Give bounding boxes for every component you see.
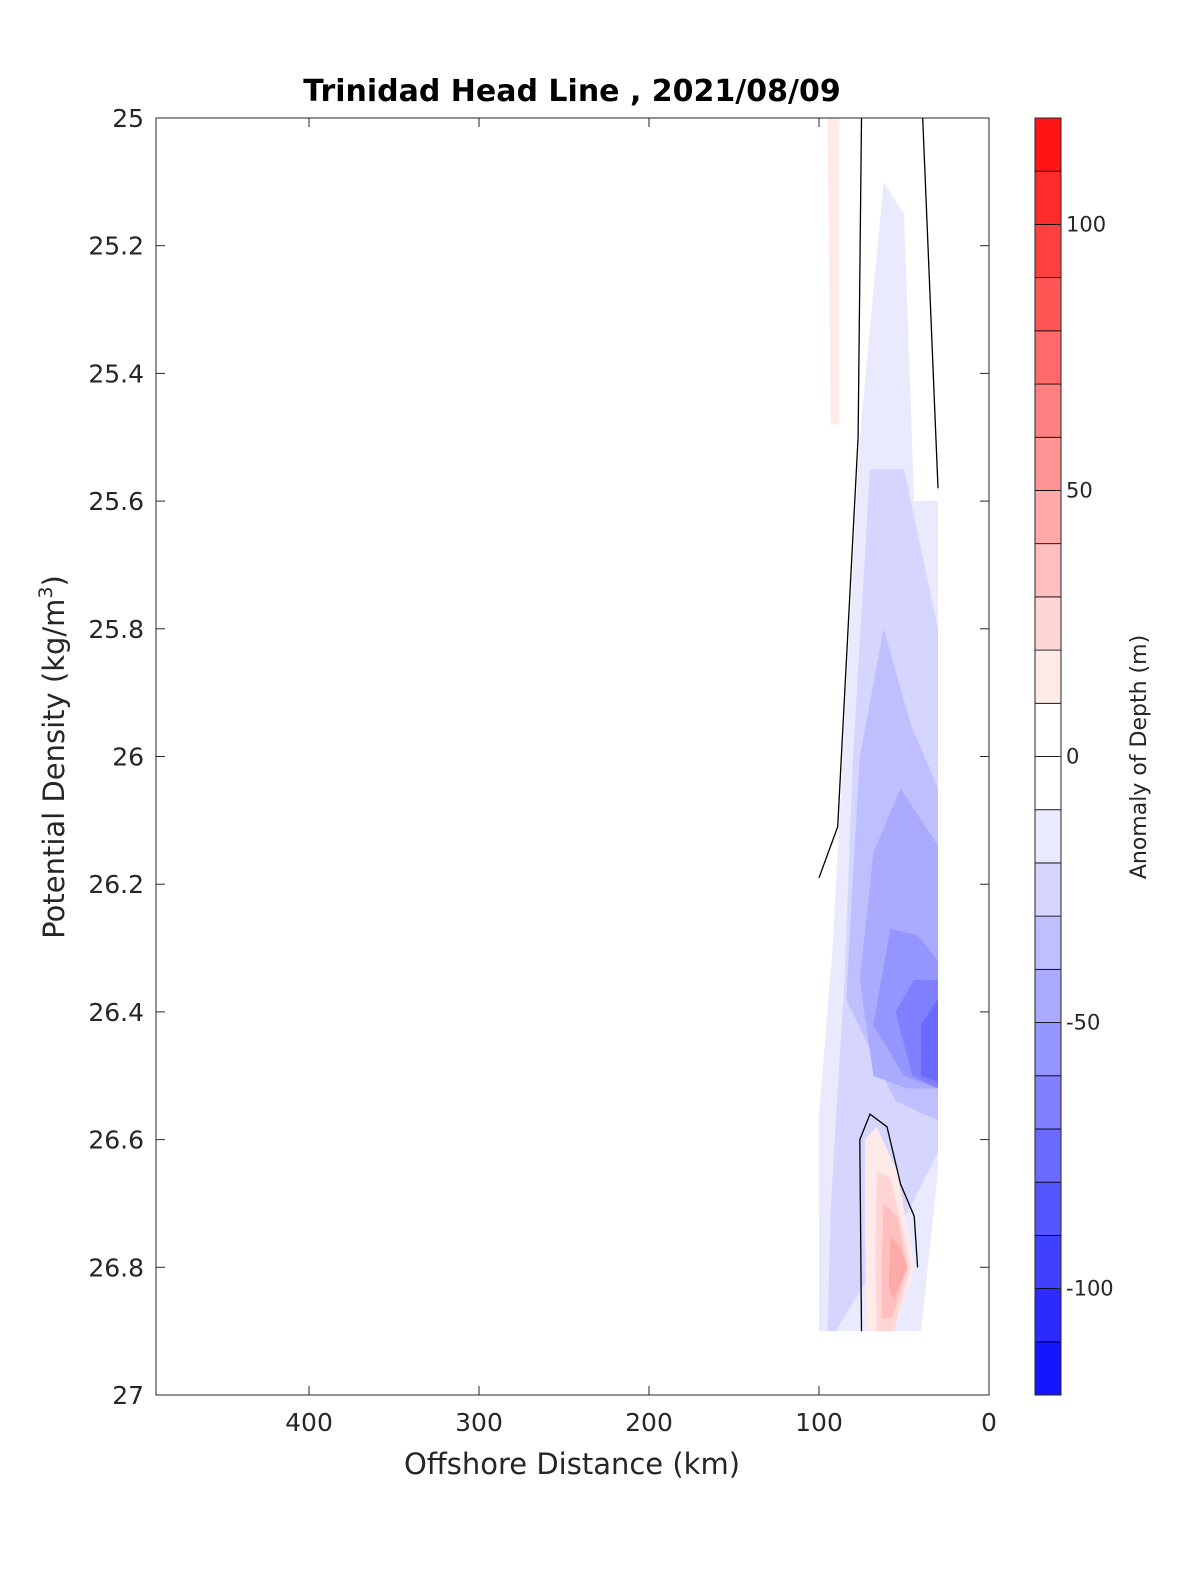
y-tick-label-25.8: 25.8 <box>88 615 144 644</box>
y-tick-label-25: 25 <box>112 104 144 133</box>
colorbar-segment-m90 <box>1034 1181 1062 1236</box>
colorbar-segment-m110 <box>1034 1288 1062 1343</box>
colorbar-segment-m50 <box>1034 968 1062 1023</box>
chart-title: Trinidad Head Line , 2021/08/09 <box>303 74 840 109</box>
colorbar-label: Anomaly of Depth (m) <box>1127 635 1152 879</box>
x-axis: 400 300 200 100 0 <box>285 118 997 1437</box>
x-tick-label-0: 0 <box>981 1408 997 1437</box>
zero-contour-lines <box>818 117 939 1332</box>
colorbar-segment-m20 <box>1034 809 1062 864</box>
colorbar-segment-m100 <box>1034 1234 1062 1289</box>
contour-fill-pos10-0 <box>827 118 840 425</box>
colorbar-segment-50 <box>1034 436 1062 491</box>
colorbar-segment-m80 <box>1034 1128 1062 1183</box>
colorbar-tick-label--100: -100 <box>1066 1277 1114 1301</box>
x-tick-label-400: 400 <box>285 1408 333 1437</box>
colorbar-tick-label--50: -50 <box>1066 1011 1100 1035</box>
y-tick-label-25.4: 25.4 <box>88 359 144 388</box>
x-tick-label-100: 100 <box>795 1408 843 1437</box>
x-tick-label-300: 300 <box>455 1408 503 1437</box>
y-axis-label-close: ) <box>37 575 71 586</box>
filled-contours <box>819 118 938 1332</box>
contour-fill-pos40-11 <box>888 1235 908 1300</box>
y-tick-label-26.6: 26.6 <box>88 1126 144 1155</box>
colorbar-segment-m40 <box>1034 915 1062 970</box>
x-tick-label-200: 200 <box>625 1408 673 1437</box>
colorbar-segment-60 <box>1034 383 1062 438</box>
y-axis-label: Potential Density (kg/m3) <box>35 575 71 939</box>
colorbar-segment-80 <box>1034 277 1062 332</box>
colorbar-tick-label-0: 0 <box>1066 745 1079 769</box>
y-tick-label-26.2: 26.2 <box>88 870 144 899</box>
y-tick-label-25.2: 25.2 <box>88 232 144 261</box>
contour-fill-neg70-7 <box>921 999 938 1083</box>
y-axis-label-main: Potential Density (kg/m <box>37 599 71 939</box>
colorbar-segment-100 <box>1034 170 1062 225</box>
colorbar-tick-label-100: 100 <box>1066 212 1106 236</box>
colorbar-tick-label-50: 50 <box>1066 478 1093 502</box>
zero-contour-line-2 <box>859 1113 919 1332</box>
colorbar-segment-90 <box>1034 224 1062 279</box>
zero-contour-line-0 <box>818 117 863 879</box>
colorbar-segment-m10 <box>1034 756 1062 811</box>
y-axis-label-sup: 3 <box>35 586 57 598</box>
colorbar-segment-m120 <box>1034 1341 1062 1396</box>
y-tick-label-27: 27 <box>112 1381 144 1410</box>
y-tick-label-26.4: 26.4 <box>88 998 144 1027</box>
colorbar: 100 50 0 -50 -100 <box>1034 117 1114 1396</box>
colorbar-segment-m70 <box>1034 1075 1062 1130</box>
colorbar-segment-10 <box>1034 649 1062 704</box>
colorbar-segment-20 <box>1034 596 1062 651</box>
colorbar-segment-0 <box>1034 702 1062 757</box>
y-tick-label-26: 26 <box>112 743 144 772</box>
y-tick-label-25.6: 25.6 <box>88 487 144 516</box>
x-axis-label: Offshore Distance (km) <box>404 1447 740 1481</box>
y-tick-label-26.8: 26.8 <box>88 1253 144 1282</box>
zero-contour-line-1 <box>922 117 939 489</box>
y-axis: 25 25.2 25.4 25.6 25.8 26 26.2 26.4 26.6 26.8 27 <box>88 104 989 1410</box>
colorbar-segment-70 <box>1034 330 1062 385</box>
colorbar-segment-40 <box>1034 490 1062 545</box>
colorbar-segment-110 <box>1034 117 1062 172</box>
colorbar-segment-30 <box>1034 543 1062 598</box>
colorbar-segment-m30 <box>1034 862 1062 917</box>
colorbar-segment-m60 <box>1034 1022 1062 1077</box>
